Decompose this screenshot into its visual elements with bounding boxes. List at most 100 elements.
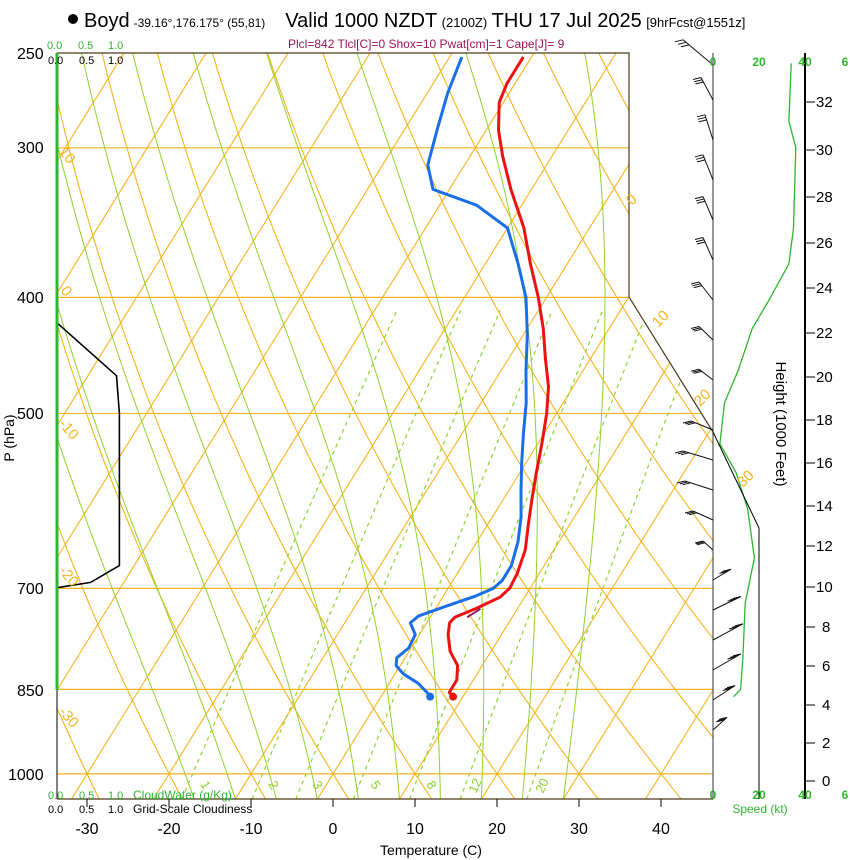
height-tick-label: 0 [822, 773, 830, 790]
moist-adiabat [259, 53, 441, 799]
wind-barb [682, 420, 714, 431]
barb-feather [693, 370, 702, 374]
barb-feather [716, 719, 725, 723]
p-tick-label: 250 [17, 46, 44, 63]
valid-date: THU 17 Jul 2025 [491, 10, 642, 32]
speed-tick-top: 20 [752, 55, 766, 69]
bottom-black-tick: 1.0 [108, 804, 123, 816]
barb-feather [696, 241, 706, 245]
speed-tick-bottom: 40 [798, 788, 812, 802]
barb-feather [680, 44, 690, 48]
barb-feather [674, 39, 684, 43]
theta-label: -30 [55, 704, 82, 732]
barb-staff [698, 281, 714, 301]
barb-staff [712, 653, 742, 671]
t-tick-label: 40 [652, 821, 670, 838]
height-tick-label: 16 [816, 455, 833, 472]
barb-feather [679, 481, 688, 485]
isotherm [547, 53, 713, 799]
t-tick-label: -10 [239, 821, 262, 838]
valid-time: Valid 1000 NZDT [285, 10, 438, 32]
height-tick-label: 18 [816, 412, 833, 429]
mixing-ratio-label: 2 [265, 778, 282, 792]
barb-feather [686, 511, 696, 515]
theta-label: 0 [57, 283, 75, 300]
barb-feather [676, 480, 686, 484]
t-tick-label: -20 [157, 821, 180, 838]
theta-label: 20 [691, 386, 715, 410]
height-tick-labels: 0 2 4 6 8 10 12 14 16 18 20 22 24 26 28 … [816, 94, 833, 790]
dry-adiabat [96, 53, 449, 799]
isotherm [57, 53, 220, 799]
mixing-ratio-label: 20 [532, 776, 552, 795]
moist-adiabat [562, 53, 606, 799]
speed-tick-bottom: 0 [710, 788, 717, 802]
barb-staff [712, 623, 744, 641]
barb-feather [692, 369, 701, 373]
speed-line [719, 63, 797, 698]
barb-feather [674, 450, 684, 454]
barb-feather [698, 119, 707, 123]
bottom-scale: 0.0 0.5 1.0 CloudWater (g/Kg) 0.0 0.5 1.… [48, 788, 252, 816]
p-tick-label: 700 [17, 581, 44, 598]
mixing-ratio-label: 5 [367, 778, 384, 792]
wind-barb [684, 510, 714, 521]
top-green-tick: 0.0 [47, 40, 62, 52]
theta-label: 10 [55, 144, 79, 168]
mixing-ratio-label: 8 [423, 778, 440, 792]
barb-feather [693, 285, 702, 289]
barb-staff [702, 154, 714, 181]
barb-feather [680, 452, 690, 456]
p-tick-label: 300 [17, 140, 44, 157]
dewpoint-line [394, 56, 529, 698]
barb-feather [693, 328, 702, 332]
barb-feather [690, 368, 700, 372]
zulu-time: (2100Z) [441, 15, 488, 30]
bottom-black-tick: 0.0 [48, 804, 63, 816]
dry-adiabat [57, 53, 365, 799]
barb-staff [712, 685, 736, 701]
mixing-ratio-line [251, 309, 462, 799]
moist-adiabat [57, 53, 277, 799]
p-axis-title: P (hPa) [1, 414, 17, 461]
mixing-ratio-line [409, 309, 604, 799]
cloudwater-label: CloudWater (g/Kg) [133, 788, 232, 802]
barb-feather [722, 568, 732, 572]
barb-feather [722, 687, 731, 691]
barb-staff [712, 717, 728, 731]
theta-label: -10 [55, 416, 82, 444]
t-tick-label: 30 [570, 821, 588, 838]
chart-frame [55, 52, 815, 807]
barb-staff [682, 450, 714, 461]
station-coords: -39.16°,176.175° (55,81) [133, 16, 266, 30]
moist-adiabat [186, 53, 400, 799]
height-tick-label: 8 [822, 619, 830, 636]
wind-barb [712, 685, 736, 701]
t-tick-label: -30 [75, 821, 98, 838]
p-tick-label: 850 [17, 683, 44, 700]
mixing-ratio-line [181, 309, 398, 799]
title-row: Boyd -39.16°,176.175° (55,81) Valid 1000 N… [68, 10, 745, 33]
moist-adiabat [57, 53, 236, 799]
barb-feather [732, 653, 742, 657]
height-tick-label: 28 [816, 189, 833, 206]
barb-feather [695, 198, 705, 202]
height-tick-label: 4 [822, 697, 830, 714]
barb-feather [694, 196, 704, 200]
isotherm [629, 53, 713, 799]
isotherm [137, 53, 630, 799]
cloudiness-label: Grid-Scale Cloudiness [133, 802, 252, 816]
dry-adiabat [423, 53, 713, 799]
barb-feather [727, 598, 736, 602]
p-tick-label: 1000 [8, 767, 44, 784]
barb-feather [717, 718, 726, 722]
dry-adiabat [205, 53, 618, 799]
barb-feather [692, 327, 701, 331]
barb-staff [682, 39, 714, 66]
speed-panel-outline [712, 431, 760, 799]
barb-feather [692, 283, 701, 287]
barb-feather [694, 154, 704, 158]
theta-labels: 10 0 -10 -20 -30 0 10 20 30 [55, 144, 758, 732]
barb-feather [688, 512, 698, 516]
